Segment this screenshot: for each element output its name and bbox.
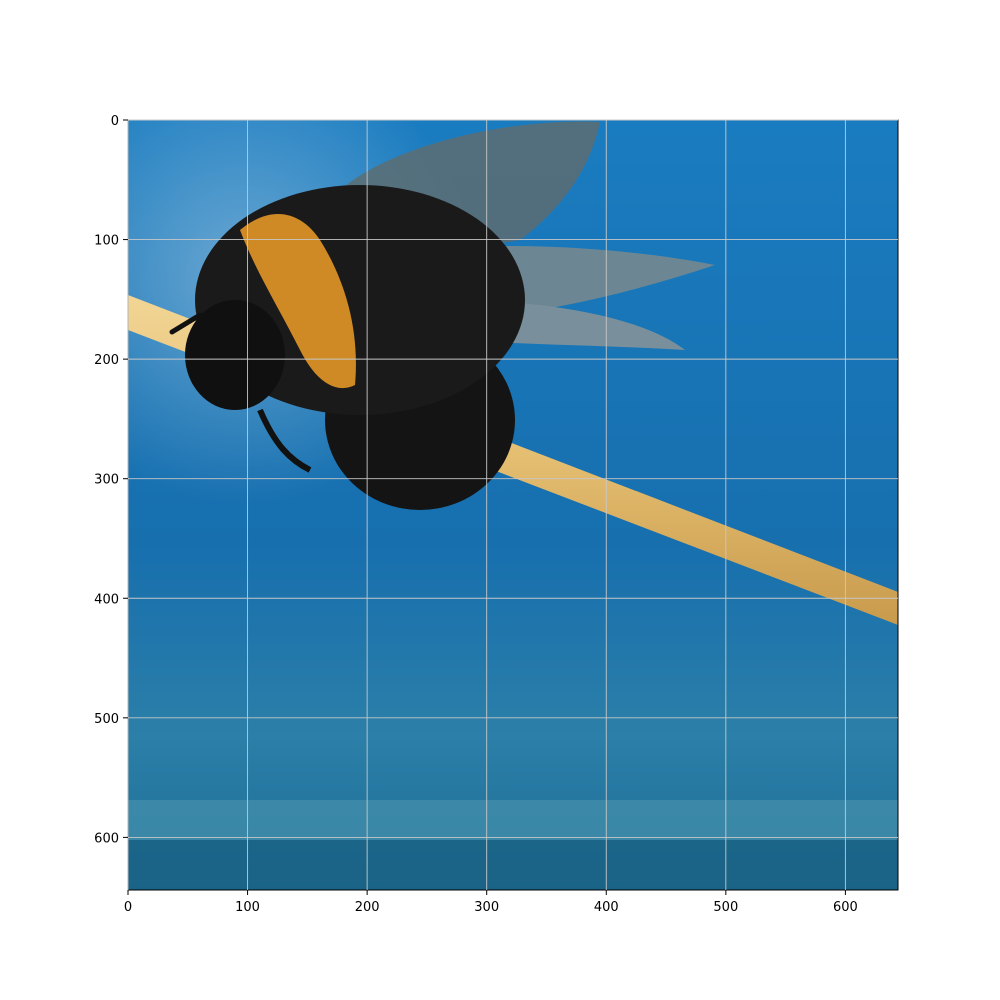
y-tick-label: 600: [94, 831, 119, 846]
bee-head: [185, 300, 285, 410]
y-tick-label: 400: [94, 592, 119, 607]
grid: [127, 119, 898, 890]
y-tick-label: 100: [94, 234, 119, 249]
y-axis: 0 100 200 300 400 500 600: [94, 114, 128, 846]
x-tick-label: 0: [124, 900, 132, 915]
plot-area: [128, 120, 898, 890]
bee-antenna: [169, 312, 203, 335]
x-tick-label: 600: [833, 900, 858, 915]
y-tick-label: 0: [111, 114, 119, 129]
x-tick-label: 500: [713, 900, 738, 915]
y-tick-label: 300: [94, 473, 119, 488]
x-tick-label: 100: [235, 900, 260, 915]
bottom-sediment-band: [128, 800, 898, 840]
x-tick-label: 400: [594, 900, 619, 915]
bumblebee: [169, 185, 525, 510]
bee-leg: [257, 408, 312, 473]
x-axis: 0 100 200 300 400 500 600: [124, 890, 858, 915]
y-tick-label: 500: [94, 712, 119, 727]
bee-orange-band: [240, 213, 356, 389]
x-tick-label: 300: [474, 900, 499, 915]
x-tick-label: 200: [355, 900, 380, 915]
bottom-dark-band: [128, 840, 898, 890]
y-tick-label: 200: [94, 353, 119, 368]
